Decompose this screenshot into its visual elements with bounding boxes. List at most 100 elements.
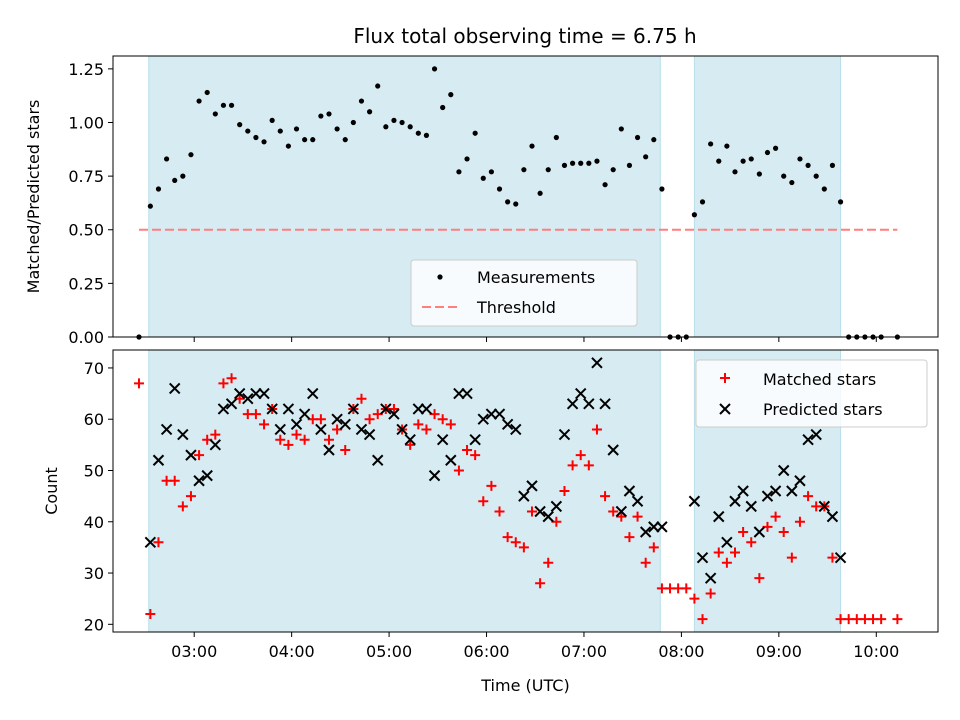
- measurement-point: [318, 113, 324, 119]
- x-tick-label: 06:00: [463, 642, 509, 661]
- y-tick-label: 50: [84, 461, 104, 480]
- predicted-star-point: [583, 398, 595, 410]
- matched-star-point: [526, 506, 537, 517]
- measurement-point: [302, 137, 308, 143]
- predicted-star-point: [648, 521, 660, 533]
- matched-star-point: [729, 547, 740, 558]
- matched-star-point: [567, 460, 578, 471]
- legend-marker-predicted: [719, 403, 731, 415]
- measurement-point: [163, 156, 170, 162]
- predicted-star-point: [185, 449, 197, 461]
- matched-star-point: [827, 552, 838, 563]
- y-tick-label: 40: [84, 513, 104, 532]
- measurement-point: [342, 137, 348, 143]
- matched-star-point: [494, 506, 505, 517]
- matched-star-point: [632, 511, 643, 522]
- legend-marker-matched: [720, 373, 730, 383]
- matched-star-point: [721, 557, 732, 568]
- predicted-star-point: [786, 485, 798, 497]
- predicted-star-point: [696, 551, 709, 564]
- matched-star-point: [648, 542, 659, 553]
- matched-star-point: [600, 491, 611, 502]
- shaded-interval: [148, 349, 661, 633]
- predicted-star-point: [729, 495, 741, 507]
- predicted-star-point: [323, 444, 335, 456]
- predicted-star-point: [412, 403, 425, 415]
- predicted-star-point: [607, 444, 619, 456]
- measurement-point: [440, 104, 446, 111]
- predicted-star-point: [615, 505, 628, 518]
- measurement-point: [188, 152, 194, 158]
- measurement-point: [553, 134, 559, 141]
- predicted-star-point: [575, 387, 587, 400]
- predicted-star-point: [566, 398, 579, 410]
- measurement-point: [805, 162, 811, 168]
- measurement-point: [505, 199, 511, 205]
- measurement-point: [245, 128, 251, 134]
- predicted-star-point: [493, 408, 506, 420]
- y-tick-label: 1.25: [68, 60, 104, 79]
- measurement-point: [310, 137, 316, 143]
- measurement-point: [375, 83, 381, 89]
- matched-star-point: [510, 537, 521, 548]
- y-axis-label: Count: [42, 467, 61, 515]
- predicted-star-point: [445, 454, 457, 466]
- matched-star-point: [133, 378, 144, 389]
- matched-star-point: [283, 439, 294, 450]
- predicted-star-point: [160, 423, 173, 436]
- measurement-point: [448, 92, 454, 98]
- predicted-star-point: [274, 423, 286, 436]
- x-tick-label: 08:00: [658, 642, 704, 661]
- measurement-point: [204, 89, 210, 96]
- predicted-star-point: [688, 495, 701, 507]
- predicted-star-point: [469, 434, 481, 446]
- matched-star-point: [746, 537, 757, 548]
- matched-star-point: [421, 424, 432, 435]
- predicted-star-point: [599, 398, 611, 410]
- legend-label-measurements: Measurements: [477, 268, 595, 287]
- matched-star-point: [413, 419, 424, 430]
- predicted-star-point: [518, 490, 530, 502]
- predicted-star-point: [737, 485, 749, 497]
- predicted-star-point: [639, 526, 652, 538]
- measurement-point: [228, 102, 235, 108]
- measurement-point: [594, 158, 600, 164]
- measurement-point: [496, 186, 503, 192]
- matched-star-point: [559, 486, 570, 496]
- y-axis-label: Matched/Predicted stars: [24, 100, 43, 294]
- measurement-point: [813, 173, 819, 179]
- matched-star-point: [876, 614, 887, 625]
- measurement-point: [472, 130, 478, 136]
- matched-star-point: [462, 444, 473, 455]
- matched-star-point: [299, 434, 310, 445]
- y-tick-label: 20: [84, 615, 104, 634]
- y-tick-label: 0.50: [68, 221, 104, 240]
- measurement-point: [699, 199, 706, 205]
- matched-star-point: [616, 511, 627, 522]
- predicted-star-point: [794, 475, 806, 487]
- measurement-point: [602, 182, 608, 188]
- legend-label-threshold: Threshold: [476, 298, 556, 317]
- y-tick-label: 0.25: [68, 274, 104, 293]
- measurement-point: [399, 119, 405, 126]
- matched-star-point: [770, 511, 781, 522]
- matched-star-point: [697, 614, 708, 625]
- measurement-point: [756, 171, 762, 177]
- matched-star-point: [518, 542, 529, 553]
- measurement-point: [545, 167, 551, 173]
- matched-star-point: [218, 378, 229, 389]
- top-panel: 0.00 0.25 0.50 0.75 1.00 1.25 Matched/Predicte…: [24, 55, 939, 347]
- matched-star-point: [786, 552, 797, 563]
- measurement-point: [350, 119, 356, 126]
- matched-star-point: [591, 424, 602, 435]
- matched-star-point: [259, 419, 270, 430]
- measurement-point: [764, 149, 771, 156]
- measurement-point: [480, 175, 486, 181]
- predicted-star-point: [704, 572, 717, 584]
- predicted-star-point: [420, 403, 433, 415]
- predicted-star-point: [745, 500, 757, 513]
- predicted-star-point: [193, 475, 205, 487]
- matched-star-point: [250, 409, 261, 420]
- predicted-star-point: [769, 485, 782, 497]
- matched-star-point: [145, 609, 156, 620]
